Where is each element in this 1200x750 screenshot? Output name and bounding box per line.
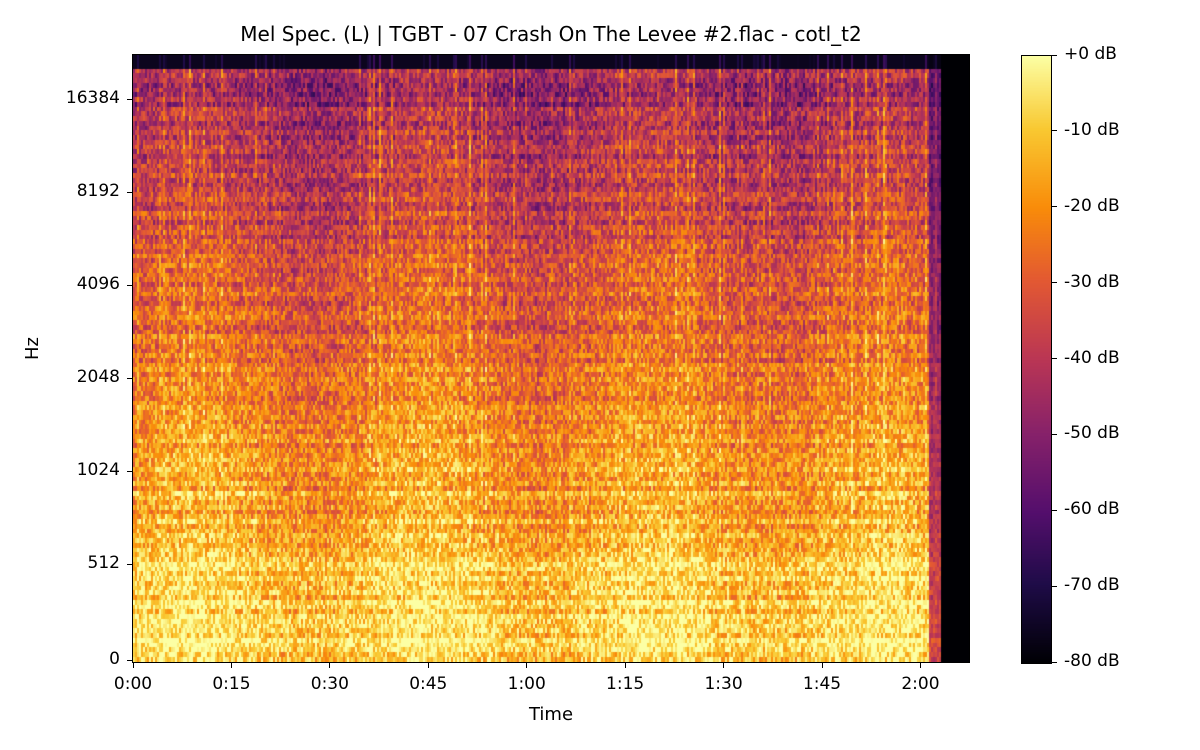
y-tick bbox=[127, 470, 133, 472]
x-tick bbox=[329, 662, 331, 668]
x-tick-label: 1:45 bbox=[802, 674, 842, 694]
colorbar-tick bbox=[1051, 282, 1057, 284]
colorbar-tick bbox=[1051, 509, 1057, 511]
x-tick bbox=[624, 662, 626, 668]
x-tick bbox=[132, 662, 134, 668]
colorbar-tick bbox=[1051, 433, 1057, 435]
y-tick bbox=[127, 659, 133, 661]
y-tick-label: 512 bbox=[87, 553, 120, 573]
colorbar-tick bbox=[1051, 206, 1057, 208]
y-tick-label: 0 bbox=[109, 649, 120, 669]
y-tick bbox=[127, 191, 133, 193]
x-tick bbox=[821, 662, 823, 668]
colorbar-tick-label: -20 dB bbox=[1064, 195, 1120, 216]
y-tick-label: 2048 bbox=[76, 367, 120, 387]
colorbar-tick bbox=[1051, 54, 1057, 56]
colorbar bbox=[1021, 55, 1052, 664]
x-tick-label: 1:30 bbox=[704, 674, 743, 694]
chart-title: Mel Spec. (L) | TGBT - 07 Crash On The L… bbox=[240, 22, 862, 46]
x-tick bbox=[230, 662, 232, 668]
y-tick bbox=[127, 377, 133, 379]
y-tick-label: 1024 bbox=[76, 460, 120, 480]
colorbar-tick bbox=[1051, 661, 1057, 663]
colorbar-gradient bbox=[1022, 56, 1051, 663]
colorbar-tick bbox=[1051, 585, 1057, 587]
colorbar-tick bbox=[1051, 358, 1057, 359]
colorbar-tick bbox=[1051, 130, 1057, 132]
x-tick bbox=[919, 662, 921, 668]
x-tick bbox=[723, 662, 725, 668]
y-tick-label: 16384 bbox=[65, 88, 120, 108]
colorbar-tick-label: -50 dB bbox=[1064, 423, 1120, 444]
x-tick-label: 1:00 bbox=[507, 674, 546, 694]
colorbar-tick-label: -30 dB bbox=[1064, 271, 1120, 292]
y-tick bbox=[127, 98, 133, 100]
x-tick-label: 0:45 bbox=[409, 674, 448, 694]
x-tick-label: 0:15 bbox=[212, 674, 251, 694]
colorbar-tick-label: +0 dB bbox=[1064, 44, 1117, 64]
y-axis-label: Hz bbox=[22, 337, 43, 360]
colorbar-tick-label: -10 dB bbox=[1064, 119, 1120, 140]
x-tick-label: 0:30 bbox=[310, 674, 349, 694]
colorbar-tick-label: -40 dB bbox=[1064, 347, 1120, 368]
x-tick bbox=[427, 662, 429, 668]
spectrogram-heatmap bbox=[133, 55, 969, 662]
y-tick-label: 4096 bbox=[76, 274, 120, 294]
colorbar-tick-label: -60 dB bbox=[1064, 499, 1120, 520]
spectrogram-canvas bbox=[133, 55, 969, 662]
x-tick-label: 1:15 bbox=[606, 674, 645, 694]
y-tick bbox=[127, 284, 133, 286]
y-tick bbox=[127, 563, 133, 565]
x-tick-label: 2:00 bbox=[901, 674, 940, 694]
x-axis-label: Time bbox=[528, 704, 574, 725]
x-tick bbox=[526, 662, 528, 668]
y-tick-label: 8192 bbox=[76, 181, 120, 201]
colorbar-tick-label: -80 dB bbox=[1064, 651, 1120, 671]
colorbar-tick-label: -70 dB bbox=[1064, 575, 1120, 596]
x-tick-label: 0:00 bbox=[113, 674, 153, 694]
